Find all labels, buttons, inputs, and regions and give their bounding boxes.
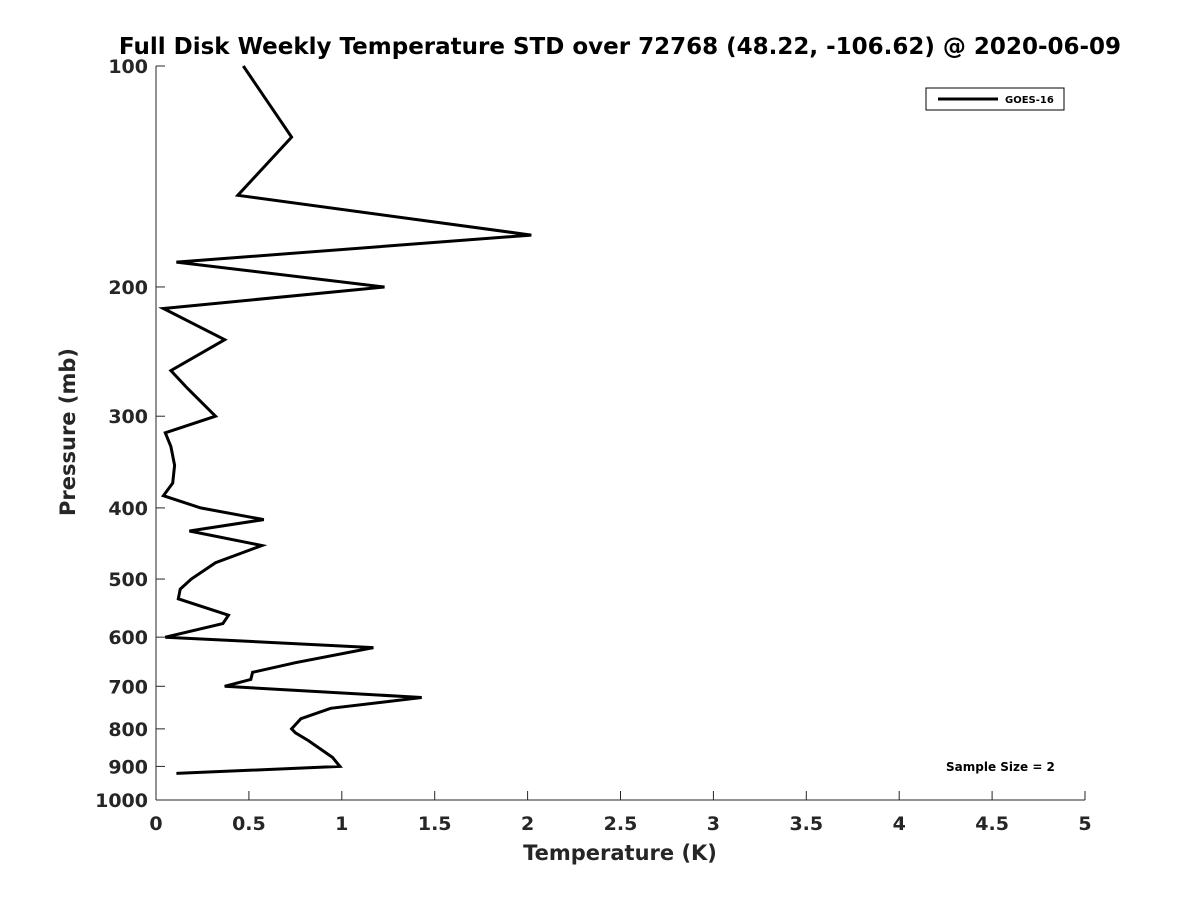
y-tick-label: 600	[108, 627, 148, 649]
y-tick-label: 200	[108, 277, 148, 299]
chart-title: Full Disk Weekly Temperature STD over 72…	[119, 34, 1121, 60]
x-tick-label: 0.5	[232, 813, 266, 835]
x-tick-label: 4	[893, 813, 906, 835]
legend: GOES-16	[925, 87, 1065, 111]
x-tick-label: 1	[335, 813, 348, 835]
y-tick-label: 300	[108, 406, 148, 428]
sample-size-annotation: Sample Size = 2	[946, 760, 1055, 774]
x-tick-label: 5	[1078, 813, 1091, 835]
y-tick-label: 800	[108, 719, 148, 741]
x-tick-label: 2	[521, 813, 534, 835]
x-axis-label: Temperature (K)	[523, 841, 717, 865]
legend-label-goes16: GOES-16	[1005, 95, 1054, 106]
y-tick-label: 900	[108, 756, 148, 778]
y-tick-label: 1000	[95, 790, 148, 812]
series-line-goes16	[158, 65, 532, 775]
x-axis-ticks: 0 0.5 1 1.5 2 2.5 3 3.5 4 4.5 5	[149, 791, 1092, 835]
x-tick-label: 4.5	[975, 813, 1009, 835]
y-tick-label: 400	[108, 498, 148, 520]
y-axis-ticks: 100 200 300 400 500 600 700 800 900 1000	[95, 56, 165, 812]
x-tick-label: 3	[707, 813, 720, 835]
x-tick-label: 3.5	[789, 813, 823, 835]
x-tick-label: 2.5	[604, 813, 638, 835]
y-tick-label: 500	[108, 569, 148, 591]
x-tick-label: 0	[149, 813, 162, 835]
y-tick-label: 100	[108, 56, 148, 78]
y-axis-label: Pressure (mb)	[56, 348, 80, 516]
y-tick-label: 700	[108, 676, 148, 698]
x-tick-label: 1.5	[418, 813, 452, 835]
